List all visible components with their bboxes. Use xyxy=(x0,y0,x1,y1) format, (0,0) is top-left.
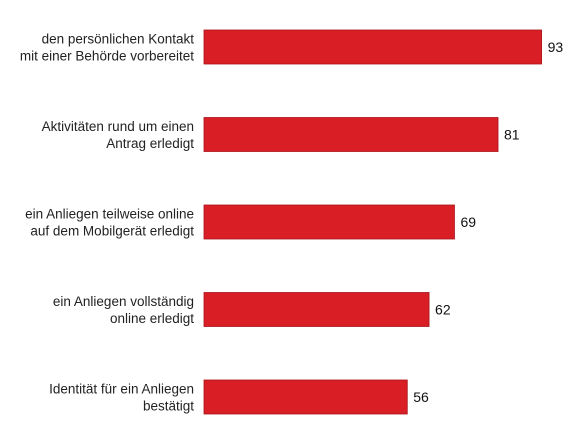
category-label-line: Identität für ein Anliegen xyxy=(49,382,194,397)
category-label: den persönlichen Kontakt mit einer Behörd… xyxy=(20,32,194,64)
bar xyxy=(203,29,542,65)
category-label-line: auf dem Mobilgerät erledigt xyxy=(30,224,194,239)
category-label-line: online erledigt xyxy=(110,311,194,326)
category-label: Identität für ein Anliegen bestätigt xyxy=(49,382,194,414)
category-label: Aktivitäten rund um einen Antrag erledigt xyxy=(42,119,195,151)
value-label: 62 xyxy=(435,302,451,318)
value-label: 56 xyxy=(413,389,429,405)
category-label: ein Anliegen vollständig online erledigt xyxy=(53,294,194,326)
category-label-line: ein Anliegen teilweise online xyxy=(25,207,194,222)
value-label: 69 xyxy=(460,214,476,230)
category-label-line: den persönlichen Kontakt xyxy=(42,32,195,47)
category-label-line: ein Anliegen vollständig xyxy=(53,294,194,309)
bar xyxy=(203,379,408,415)
bar xyxy=(203,204,455,240)
bar xyxy=(203,117,499,152)
value-label: 93 xyxy=(548,39,564,55)
bar xyxy=(203,292,430,327)
category-label-line: bestätigt xyxy=(143,399,194,414)
category-label-line: mit einer Behörde vorbereitet xyxy=(20,49,194,64)
category-label-line: Antrag erledigt xyxy=(106,136,194,151)
category-label-line: Aktivitäten rund um einen xyxy=(42,119,194,134)
category-label: ein Anliegen teilweise online auf dem Mob… xyxy=(25,207,194,239)
value-label: 81 xyxy=(504,127,520,143)
